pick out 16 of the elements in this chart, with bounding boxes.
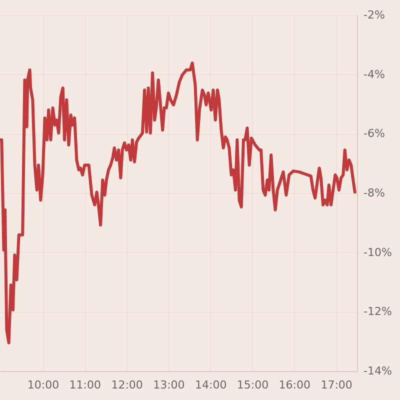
line-series bbox=[0, 62, 356, 344]
y-tick-label: -12% bbox=[364, 305, 392, 318]
x-tick-label: 12:00 bbox=[111, 378, 143, 392]
y-tick-label: -8% bbox=[364, 186, 385, 200]
y-tick-label: -14% bbox=[364, 364, 392, 378]
y-tick-label: -10% bbox=[364, 246, 392, 259]
x-tick-label: 16:00 bbox=[278, 378, 310, 392]
x-tick-label: 15:00 bbox=[236, 378, 269, 392]
x-tick-label: 13:00 bbox=[153, 378, 185, 392]
y-tick-label: -4% bbox=[364, 68, 385, 81]
x-tick-label: 11:00 bbox=[69, 378, 101, 392]
x-tick-label: 14:00 bbox=[194, 378, 227, 392]
x-tick-label: 17:00 bbox=[320, 378, 352, 392]
y-tick-label: -2% bbox=[364, 8, 385, 22]
x-tick-label: 10:00 bbox=[27, 378, 60, 392]
y-tick-label: -6% bbox=[364, 127, 385, 140]
